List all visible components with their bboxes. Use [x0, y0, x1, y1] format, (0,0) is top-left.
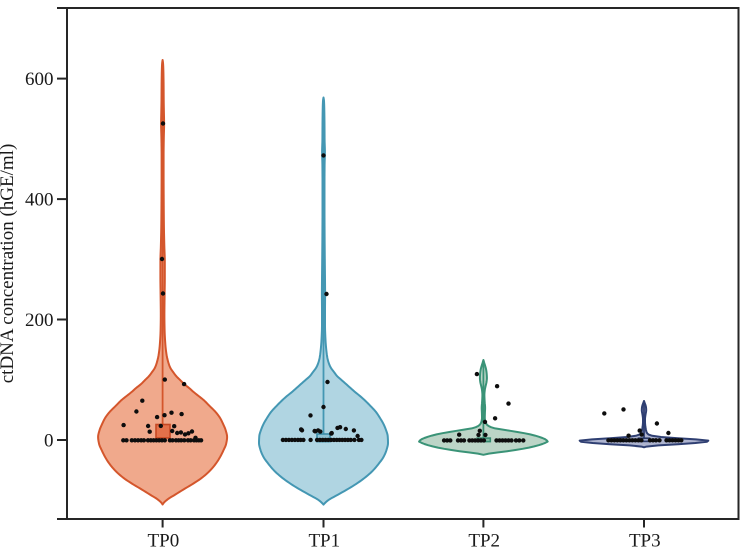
- svg-text:ctDNA concentration (hGE/ml): ctDNA concentration (hGE/ml): [0, 144, 18, 384]
- svg-text:200: 200: [25, 310, 54, 331]
- svg-text:600: 600: [25, 69, 54, 90]
- svg-text:0: 0: [44, 430, 54, 451]
- svg-text:TP1: TP1: [308, 531, 340, 552]
- svg-text:TP3: TP3: [629, 531, 661, 552]
- svg-text:400: 400: [25, 189, 54, 210]
- svg-text:TP2: TP2: [468, 531, 500, 552]
- svg-text:TP0: TP0: [148, 531, 180, 552]
